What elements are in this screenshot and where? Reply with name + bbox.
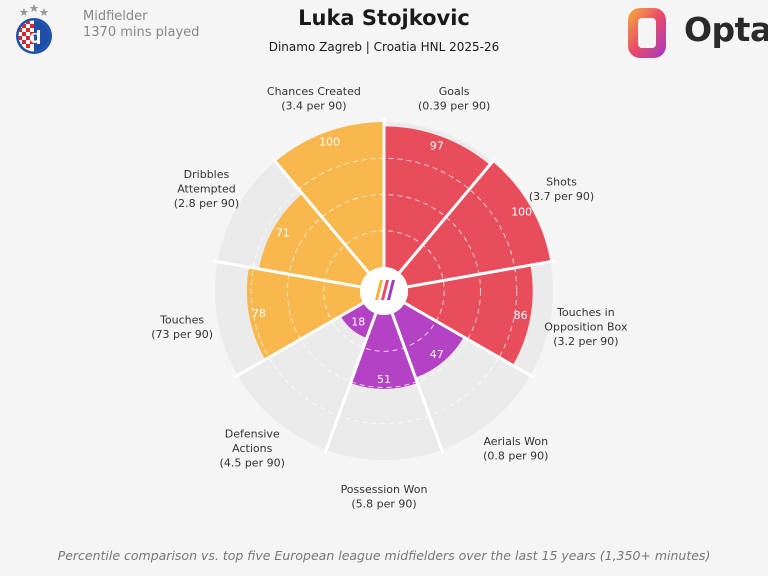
radar-value-label: 100 bbox=[319, 136, 340, 149]
radar-spoke bbox=[398, 157, 497, 274]
team-season-subtitle: Dinamo Zagreb | Croatia HNL 2025-26 bbox=[268, 40, 500, 54]
radar-metric-label: Dribbles Attempted (2.8 per 90) bbox=[174, 168, 239, 210]
opta-wordmark: Opta bbox=[684, 10, 768, 49]
radar-bar bbox=[258, 193, 369, 287]
radar-value-label: 100 bbox=[511, 206, 532, 219]
radar-metric-label: Shots (3.7 per 90) bbox=[529, 175, 594, 203]
radar-metric-label: Touches in Opposition Box (3.2 per 90) bbox=[544, 306, 628, 348]
radar-metric-label: Possession Won (5.8 per 90) bbox=[341, 483, 428, 511]
radar-bar bbox=[404, 265, 533, 366]
radar-spoke bbox=[404, 301, 535, 379]
radar-spoke bbox=[271, 157, 370, 274]
minutes-played: 1370 mins played bbox=[83, 25, 200, 40]
radar-spoke bbox=[323, 313, 378, 455]
radar-value-label: 18 bbox=[351, 316, 365, 329]
radar-bar bbox=[275, 122, 384, 273]
radar-spoke bbox=[213, 259, 361, 289]
radar-bar bbox=[399, 161, 551, 287]
radar-value-label: 51 bbox=[377, 373, 391, 386]
radar-value-label: 86 bbox=[514, 309, 528, 322]
footer-note: Percentile comparison vs. top five Europ… bbox=[57, 548, 711, 563]
radar-spoke bbox=[390, 313, 445, 455]
radar-spoke bbox=[407, 259, 555, 289]
radar-bar bbox=[246, 267, 364, 360]
radar-metric-label: Chances Created (3.4 per 90) bbox=[267, 85, 361, 113]
player-name: Luka Stojkovic bbox=[298, 6, 470, 30]
player-position: Midfielder bbox=[83, 9, 148, 24]
club-crest-icon bbox=[16, 4, 52, 54]
radar-metric-label: Touches (73 per 90) bbox=[151, 313, 213, 341]
radar-metric-label: Goals (0.39 per 90) bbox=[418, 85, 490, 113]
radar-spoke bbox=[233, 301, 364, 379]
opta-mark-icon bbox=[375, 280, 395, 300]
radar-metric-label: Aerials Won (0.8 per 90) bbox=[483, 435, 548, 463]
radar-value-label: 71 bbox=[276, 227, 290, 240]
radar-value-label: 47 bbox=[430, 348, 444, 361]
radar-metric-label: Defensive Actions (4.5 per 90) bbox=[220, 428, 285, 470]
opta-logo-icon bbox=[628, 8, 666, 58]
radar-bar bbox=[384, 126, 490, 273]
radar-value-label: 78 bbox=[252, 307, 266, 320]
radar-value-label: 97 bbox=[430, 140, 444, 153]
